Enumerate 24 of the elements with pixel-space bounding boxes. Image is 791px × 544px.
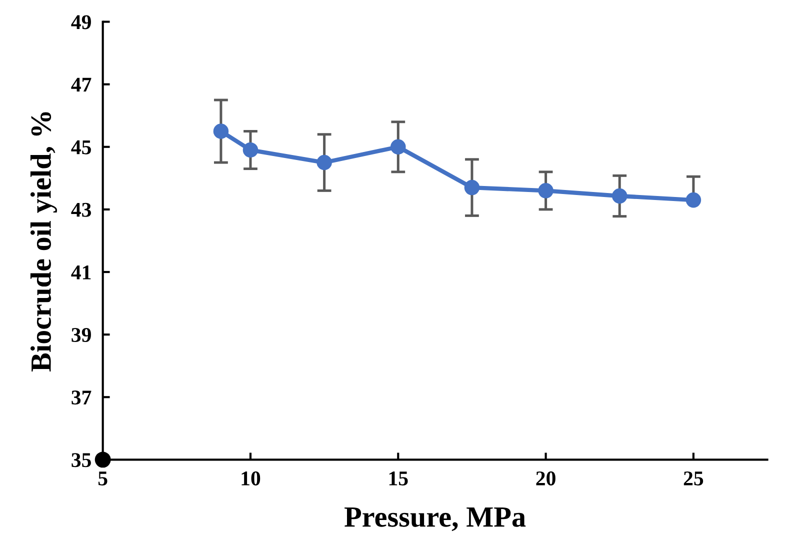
y-tick-label: 35	[72, 453, 91, 468]
y-tick-label: 49	[71, 15, 91, 30]
point	[213, 124, 229, 139]
x-tick-label: 25	[684, 471, 704, 486]
point	[464, 180, 480, 196]
point	[242, 142, 258, 158]
x-tick-label: 5	[98, 472, 108, 486]
y-tick-label: 47	[71, 78, 92, 92]
y-axis-title: Biocrude oil yield, %	[30, 112, 57, 372]
point	[538, 183, 554, 198]
point	[686, 192, 702, 208]
point	[390, 139, 406, 155]
x-axis-title: Pressure, MPa	[344, 507, 526, 532]
y-tick-label: 41	[71, 265, 91, 280]
x-tick-label: 20	[536, 471, 556, 486]
point	[316, 154, 332, 170]
point	[94, 452, 111, 468]
y-tick-label: 43	[71, 202, 92, 217]
x-tick-label: 10	[242, 471, 260, 486]
y-tick-label: 37	[72, 390, 92, 405]
y-tick-label: 45	[71, 140, 91, 154]
x-tick-label: 15	[389, 471, 408, 486]
y-tick-label: 39	[72, 328, 91, 342]
point	[612, 188, 628, 204]
